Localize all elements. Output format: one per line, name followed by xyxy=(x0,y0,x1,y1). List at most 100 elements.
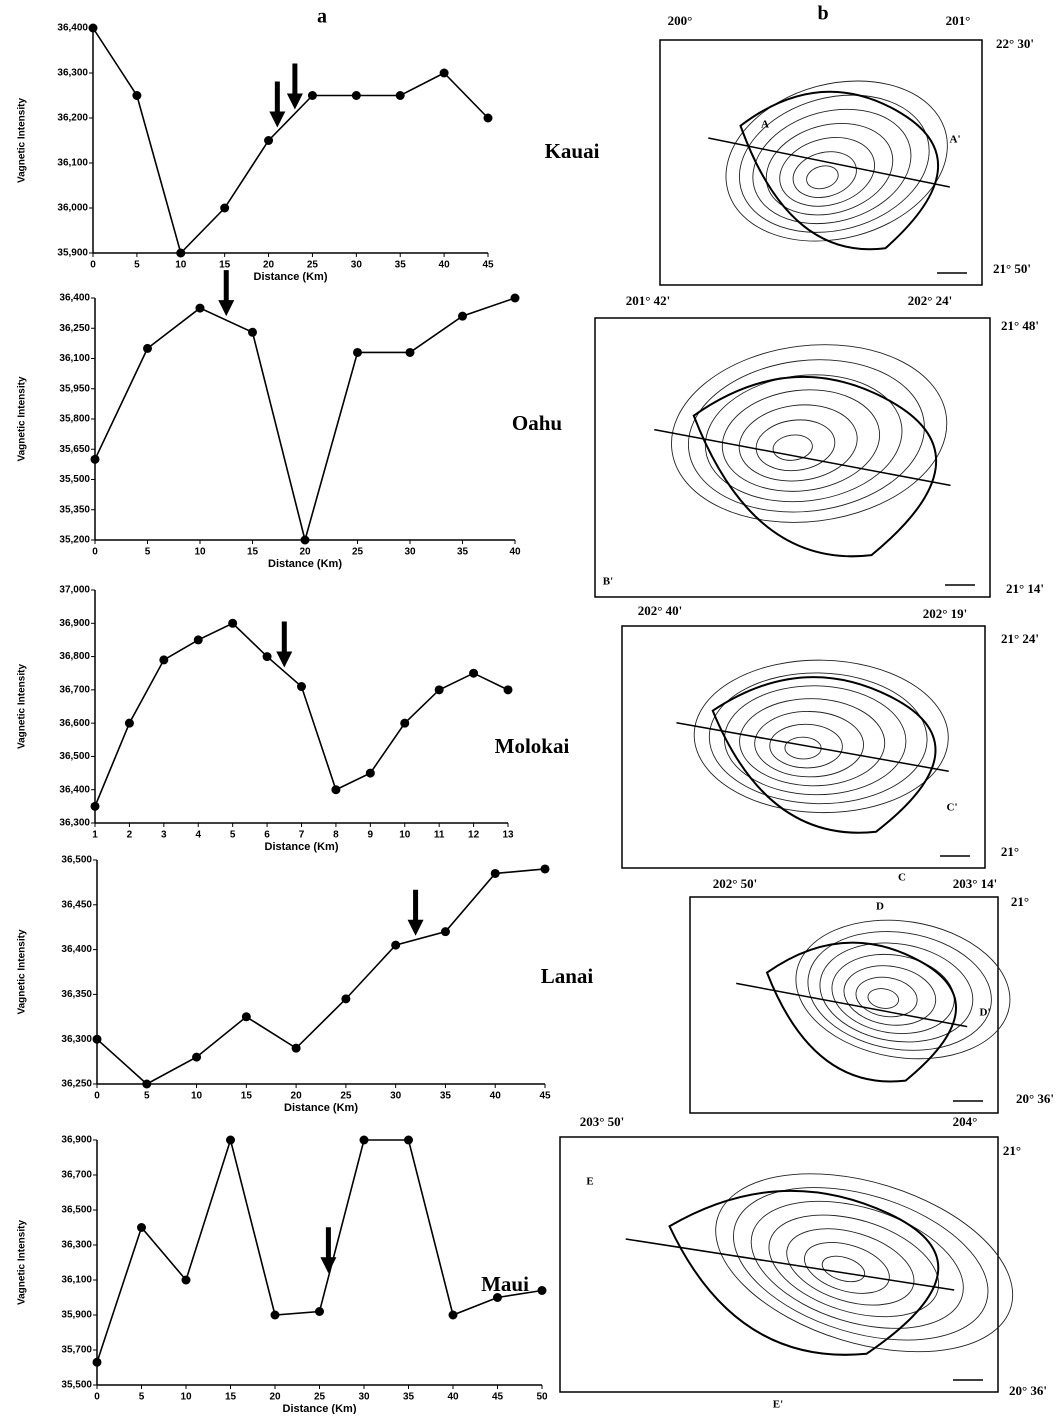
x-tick-label: 13 xyxy=(502,830,514,841)
contour xyxy=(819,942,974,1043)
contour xyxy=(687,359,925,513)
y-tick-label: 36,400 xyxy=(59,293,90,304)
data-point xyxy=(395,91,405,100)
data-point xyxy=(315,1307,324,1316)
data-point xyxy=(434,685,444,695)
y-tick-label: 35,350 xyxy=(59,504,90,515)
y-tick-label: 36,400 xyxy=(59,784,90,795)
x-tick-label: 30 xyxy=(358,1392,370,1403)
data-point xyxy=(228,618,238,628)
x-tick-label: 25 xyxy=(340,1091,352,1102)
contour xyxy=(831,953,955,1035)
y-tick-label: 36,700 xyxy=(59,684,90,695)
y-tick-label: 35,200 xyxy=(59,535,90,546)
y-tick-label: 36,300 xyxy=(57,68,88,79)
profile-end-label: D xyxy=(876,901,884,913)
x-tick-label: 4 xyxy=(195,830,201,841)
contour xyxy=(768,1214,940,1318)
data-point xyxy=(137,1223,146,1232)
y-tick-label: 36,400 xyxy=(61,944,92,955)
coordinate-label: 203° 14' xyxy=(953,876,998,891)
contour xyxy=(804,1242,890,1294)
coordinate-label: 202° 24' xyxy=(908,293,953,308)
map-frame xyxy=(594,317,991,598)
contour xyxy=(821,1255,866,1283)
x-tick-label: 11 xyxy=(434,830,445,841)
data-point xyxy=(92,1357,102,1367)
contour xyxy=(693,659,949,814)
y-tick-label: 36,100 xyxy=(59,353,90,364)
coordinate-label: 22° 30' xyxy=(996,36,1034,51)
y-tick-label: 36,250 xyxy=(59,323,90,334)
contour xyxy=(750,1200,964,1329)
map-frame xyxy=(689,896,999,1114)
island-name: Kauai xyxy=(545,139,600,163)
x-axis-label: Distance (Km) xyxy=(265,841,339,853)
data-point xyxy=(181,1275,191,1285)
y-tick-label: 36,500 xyxy=(61,855,92,866)
x-tick-label: 0 xyxy=(92,547,98,558)
x-tick-label: 10 xyxy=(175,260,187,271)
y-tick-label: 36,200 xyxy=(57,113,88,124)
data-point xyxy=(490,868,500,878)
coordinate-label: 21° 24' xyxy=(1001,631,1039,646)
x-tick-label: 10 xyxy=(399,830,411,841)
x-axis-label: Distance (Km) xyxy=(268,558,342,570)
y-axis-label: Vagnetic Intensity xyxy=(17,376,28,461)
y-tick-label: 36,400 xyxy=(57,23,88,34)
data-point xyxy=(92,1034,102,1044)
x-tick-label: 10 xyxy=(180,1392,192,1403)
profile-end-label: D' xyxy=(980,1007,991,1019)
data-point xyxy=(307,91,317,100)
y-tick-label: 36,450 xyxy=(61,899,92,910)
data-point xyxy=(404,1135,413,1145)
data-point xyxy=(220,203,230,213)
x-tick-label: 5 xyxy=(139,1392,145,1403)
data-point xyxy=(353,347,362,357)
contour xyxy=(807,931,992,1051)
contour xyxy=(752,108,912,225)
x-tick-label: 5 xyxy=(144,1091,150,1102)
contour xyxy=(795,919,1011,1060)
y-tick-label: 35,900 xyxy=(61,1310,92,1321)
coordinate-label: 21° xyxy=(1001,844,1019,859)
y-tick-label: 35,500 xyxy=(61,1380,92,1391)
x-tick-label: 5 xyxy=(145,547,151,558)
coastline xyxy=(668,1189,940,1356)
y-axis-label: Vagnetic Intensity xyxy=(17,929,28,1014)
y-tick-label: 36,300 xyxy=(61,1240,92,1251)
coordinate-label: 200° xyxy=(668,13,693,28)
coordinate-label: 202° 19' xyxy=(923,606,968,621)
x-tick-label: 15 xyxy=(247,547,259,558)
profile-line xyxy=(708,137,950,188)
data-point xyxy=(400,718,410,728)
contour xyxy=(792,151,857,198)
coordinate-label: 202° 50' xyxy=(713,876,758,891)
coordinate-label: 204° xyxy=(953,1114,978,1129)
x-tick-label: 5 xyxy=(134,260,140,271)
y-tick-label: 35,650 xyxy=(59,444,90,455)
data-point xyxy=(192,1052,202,1062)
x-tick-label: 35 xyxy=(457,547,469,558)
y-tick-label: 36,100 xyxy=(57,158,88,169)
contour xyxy=(843,965,937,1026)
data-point xyxy=(469,668,479,678)
x-tick-label: 40 xyxy=(490,1091,502,1102)
data-point xyxy=(300,535,310,545)
coordinate-label: 20° 36' xyxy=(1009,1383,1047,1398)
x-tick-label: 45 xyxy=(539,1091,551,1102)
profile-end-label: A' xyxy=(950,134,961,146)
coastline xyxy=(711,676,937,834)
profile-line xyxy=(736,982,968,1028)
data-line xyxy=(92,27,489,255)
data-point xyxy=(448,1310,458,1320)
data-point xyxy=(124,718,134,728)
contour xyxy=(855,976,918,1018)
contour xyxy=(738,94,930,233)
y-tick-label: 36,350 xyxy=(61,989,92,1000)
x-tick-label: 12 xyxy=(468,830,480,841)
profile-end-label: B' xyxy=(603,576,613,588)
data-point xyxy=(439,68,449,78)
x-tick-label: 20 xyxy=(291,1091,303,1102)
